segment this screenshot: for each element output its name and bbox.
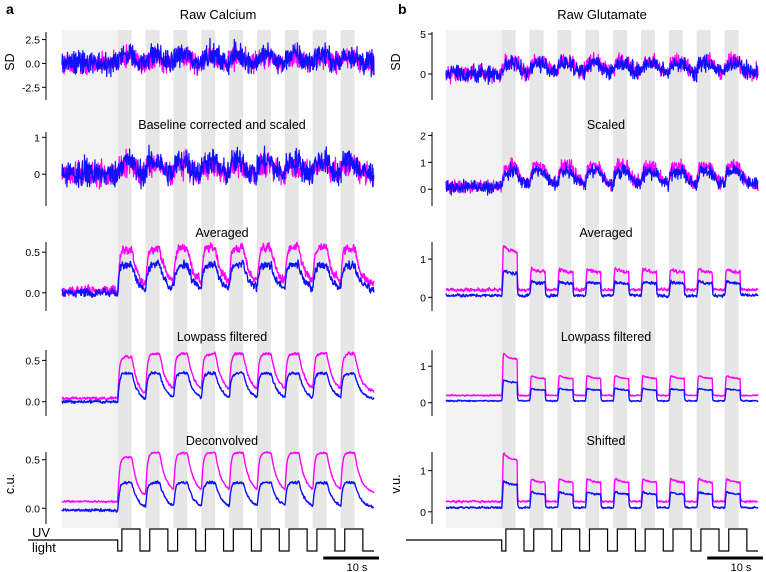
y-axis-label: c.u. [3,474,17,494]
stimulus-band [585,30,600,528]
y-tick-label: 2.5 [25,35,40,47]
y-tick-label: 0 [420,292,426,304]
subplot-title: Deconvolved [186,434,258,448]
y-tick-label: 0.5 [25,355,40,367]
plots-layer: -2.5 0.0 2.5 SD Baseline corrected and scale… [3,29,759,524]
y-tick-label: -2.5 [22,82,40,94]
y-tick-label: 0 [34,169,40,181]
plot-a-2: Averaged 0.0 0.5 [25,226,375,311]
y-axis-label: SD [3,53,17,70]
panel-a-letter: a [6,1,14,17]
plot-a-1: Baseline corrected and scaled 0 1 [34,118,375,206]
plot-b-4: Shifted 0 1 v.u. [389,434,759,524]
series-trace-magenta [445,352,759,397]
panel-a-scalebar-label: 10 s [347,562,368,572]
panel-b-scalebar-label: 10 s [731,562,752,572]
subplot-title: Lowpass filtered [561,330,651,344]
y-axis-label: v.u. [389,474,403,493]
series-trace-magenta [61,351,375,401]
stimulus-traces-layer [28,528,763,560]
baseline-band [62,30,118,528]
plot-b-1: Scaled 0 1 2 [420,118,759,206]
series-trace-blue [61,37,375,78]
stimulus-bands-layer [62,30,739,528]
panel-a: a Raw Calcium UV light 10 s [6,1,368,572]
series-trace-blue [61,480,375,513]
panel-b-title: Raw Glutamate [557,7,647,22]
y-tick-label: 0.0 [25,58,40,70]
panel-a-stimulus-label-light: light [32,540,56,555]
stimulus-band [641,30,655,528]
y-tick-label: 0 [420,398,426,410]
series-trace-magenta [61,241,375,297]
stimulus-band [724,30,739,528]
subplot-title: Averaged [195,226,248,240]
series-trace-blue [61,144,375,190]
stimulus-band [312,30,327,528]
y-tick-label: 0.0 [25,288,40,300]
plot-b-2: Averaged 0 1 [420,226,759,311]
stimulus-band [529,30,544,528]
panel-b: b Raw Glutamate 10 s [398,1,752,572]
y-tick-label: 5 [420,29,426,41]
subplot-title: Shifted [587,434,626,448]
y-tick-label: 1 [420,466,426,478]
series-trace-blue [445,162,759,196]
subplot-title: Scaled [587,118,625,132]
series-trace-blue [445,269,759,299]
stimulus-band [668,30,683,528]
baseline-band [446,30,502,528]
series-trace-blue [445,480,759,510]
y-tick-label: 1 [420,361,426,373]
plot-b-3: Lowpass filtered 0 1 [420,330,759,416]
y-tick-label: 1 [420,254,426,266]
y-tick-label: 1 [34,132,40,144]
panel-a-title: Raw Calcium [180,7,257,22]
y-tick-label: 0 [420,507,426,519]
stimulus-band [613,30,628,528]
stimulus-band [117,30,132,528]
panel-b-letter: b [398,1,407,17]
plot-a-3: Lowpass filtered 0.0 0.5 [25,330,375,416]
stimulus-band [557,30,572,528]
subplot-title: Averaged [579,226,632,240]
y-tick-label: 0.5 [25,247,40,259]
panel-a-stimulus-label-uv: UV [32,525,50,540]
y-tick-label: 0.5 [25,455,40,467]
plot-a-4: Deconvolved 0.0 0.5 c.u. [3,434,375,524]
stimulus-band [696,30,711,528]
series-trace-blue [61,259,375,299]
series-trace-blue [61,370,375,405]
y-tick-label: 0 [420,184,426,196]
stimulus-band [501,30,516,528]
subplot-title: Lowpass filtered [177,330,267,344]
plot-b-0: 0 5 SD [389,29,759,100]
series-trace-blue [445,54,759,86]
y-tick-label: 0.0 [25,397,40,409]
uv-light-trace [28,528,374,552]
y-tick-label: 2 [420,130,426,142]
plot-a-0: -2.5 0.0 2.5 SD [3,32,375,100]
y-tick-label: 0.0 [25,503,40,515]
uv-light-trace [406,528,758,552]
series-trace-magenta [61,450,375,504]
y-tick-label: 1 [420,157,426,169]
series-trace-magenta [445,244,759,293]
series-trace-blue [445,379,759,403]
y-axis-label: SD [389,53,403,70]
subplot-title: Baseline corrected and scaled [138,118,306,132]
series-trace-magenta [445,452,759,504]
y-tick-label: 0 [420,69,426,81]
